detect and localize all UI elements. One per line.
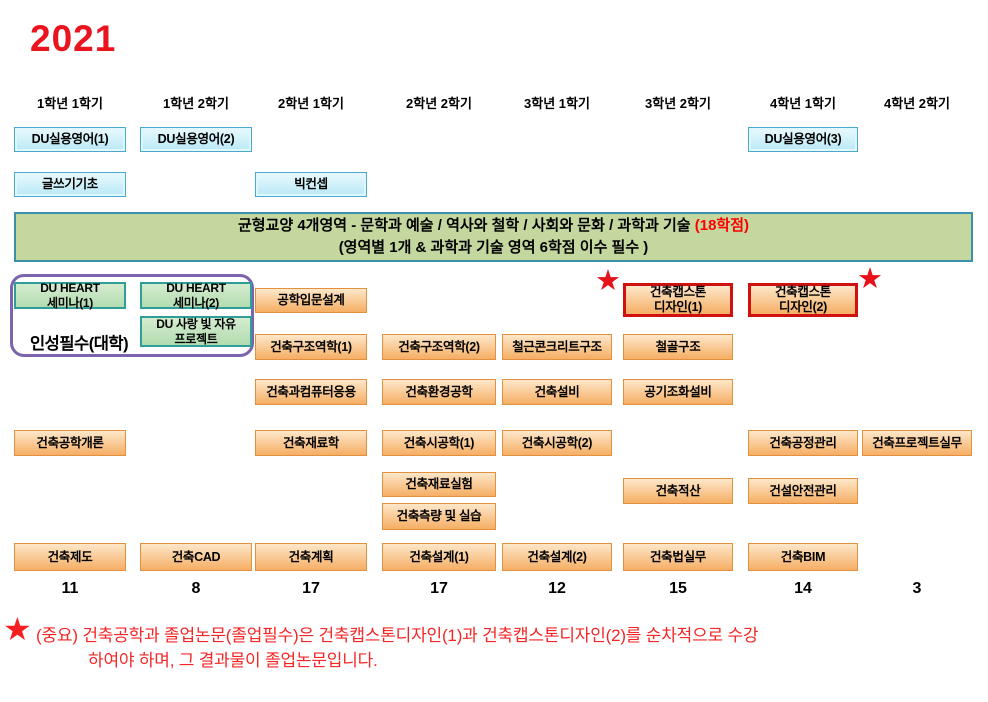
course-du-practical-english-3: DU실용영어(3) [748, 127, 858, 152]
course-reinforced-concrete-structures: 철근콘크리트구조 [502, 334, 612, 360]
course-architecture-law-practice: 건축법실무 [623, 543, 733, 571]
star-icon: ★ [595, 265, 621, 297]
star-icon: ★ [3, 611, 32, 647]
column-header-4: 2학년 2학기 [406, 96, 472, 111]
course-capstone-design-2: 건축캡스톤 디자인(2) [748, 283, 858, 317]
column-header-3: 2학년 1학기 [278, 96, 344, 111]
course-du-practical-english-1: DU실용영어(1) [14, 127, 126, 152]
course-du-love-light-freedom-project: DU 사랑 빛 자유 프로젝트 [140, 316, 252, 347]
course-building-services: 건축설비 [502, 379, 612, 405]
course-intro-architectural-engineering: 건축공학개론 [14, 430, 126, 456]
column-header-1: 1학년 1학기 [37, 96, 103, 111]
banner-credit: (18학점) [694, 217, 750, 235]
course-building-materials-lab: 건축재료실험 [382, 472, 496, 497]
course-building-surveying-practice: 건축측량 및 실습 [382, 503, 496, 530]
course-structural-mechanics-1: 건축구조역학(1) [255, 334, 367, 360]
semester-credit-5: 12 [548, 580, 566, 597]
semester-credit-4: 17 [430, 580, 448, 597]
course-building-environment-engineering: 건축환경공학 [382, 379, 496, 405]
course-building-construction-2: 건축시공학(2) [502, 430, 612, 456]
course-architectural-cad: 건축CAD [140, 543, 252, 571]
general-education-banner: 균형교양 4개영역 - 문학과 예술 / 역사와 철학 / 사회와 문화 / 과… [14, 212, 973, 262]
course-architectural-planning: 건축계획 [255, 543, 367, 571]
semester-credit-2: 8 [191, 580, 201, 597]
semester-credit-8: 3 [912, 580, 922, 597]
course-construction-estimation: 건축적산 [623, 478, 733, 504]
semester-credit-1: 11 [61, 580, 79, 597]
page-title: 2021 [30, 18, 117, 59]
course-architectural-bim: 건축BIM [748, 543, 858, 571]
column-header-7: 4학년 1학기 [770, 96, 836, 111]
course-du-heart-seminar-2: DU HEART 세미나(2) [140, 281, 252, 310]
course-intro-engineering-design: 공학입문설계 [255, 288, 367, 313]
column-header-6: 3학년 2학기 [645, 96, 711, 111]
semester-credit-6: 15 [669, 580, 687, 597]
course-structural-mechanics-2: 건축구조역학(2) [382, 334, 496, 360]
semester-credit-7: 14 [794, 580, 812, 597]
course-writing-basics: 글쓰기기초 [14, 172, 126, 197]
course-architecture-computer-applications: 건축과컴퓨터응용 [255, 379, 367, 405]
banner-line1: 균형교양 4개영역 - 문학과 예술 / 역사와 철학 / 사회와 문화 / 과… [237, 217, 750, 235]
banner-line2: (영역별 1개 & 과학과 기술 영역 6학점 이수 필수 ) [338, 239, 649, 256]
course-du-heart-seminar-1: DU HEART 세미나(1) [14, 281, 126, 310]
course-hvac-systems: 공기조화설비 [623, 379, 733, 405]
course-building-materials: 건축재료학 [255, 430, 367, 456]
column-header-8: 4학년 2학기 [884, 96, 950, 111]
course-architecture-project-practice: 건축프로젝트실무 [862, 430, 972, 456]
course-architectural-drafting: 건축제도 [14, 543, 126, 571]
course-du-practical-english-2: DU실용영어(2) [140, 127, 252, 152]
personality-required-label: 인성필수(대학) [30, 335, 129, 353]
course-architectural-design-2: 건축설계(2) [502, 543, 612, 571]
personality-required-group [10, 274, 254, 357]
course-architectural-design-1: 건축설계(1) [382, 543, 496, 571]
graduation-note-line2: 하여야 하며, 그 결과물이 졸업논문입니다. [88, 651, 378, 670]
column-header-5: 3학년 1학기 [524, 96, 590, 111]
course-big-concept: 빅컨셉 [255, 172, 367, 197]
graduation-note-line1: (중요) 건축공학과 졸업논문(졸업필수)은 건축캡스톤디자인(1)과 건축캡스… [36, 626, 759, 645]
course-capstone-design-1: 건축캡스톤 디자인(1) [623, 283, 733, 317]
course-construction-process-management: 건축공정관리 [748, 430, 858, 456]
star-icon: ★ [857, 263, 883, 295]
course-steel-structures: 철골구조 [623, 334, 733, 360]
course-construction-safety-management: 건설안전관리 [748, 478, 858, 504]
semester-credit-3: 17 [302, 580, 320, 597]
course-building-construction-1: 건축시공학(1) [382, 430, 496, 456]
column-header-2: 1학년 2학기 [163, 96, 229, 111]
